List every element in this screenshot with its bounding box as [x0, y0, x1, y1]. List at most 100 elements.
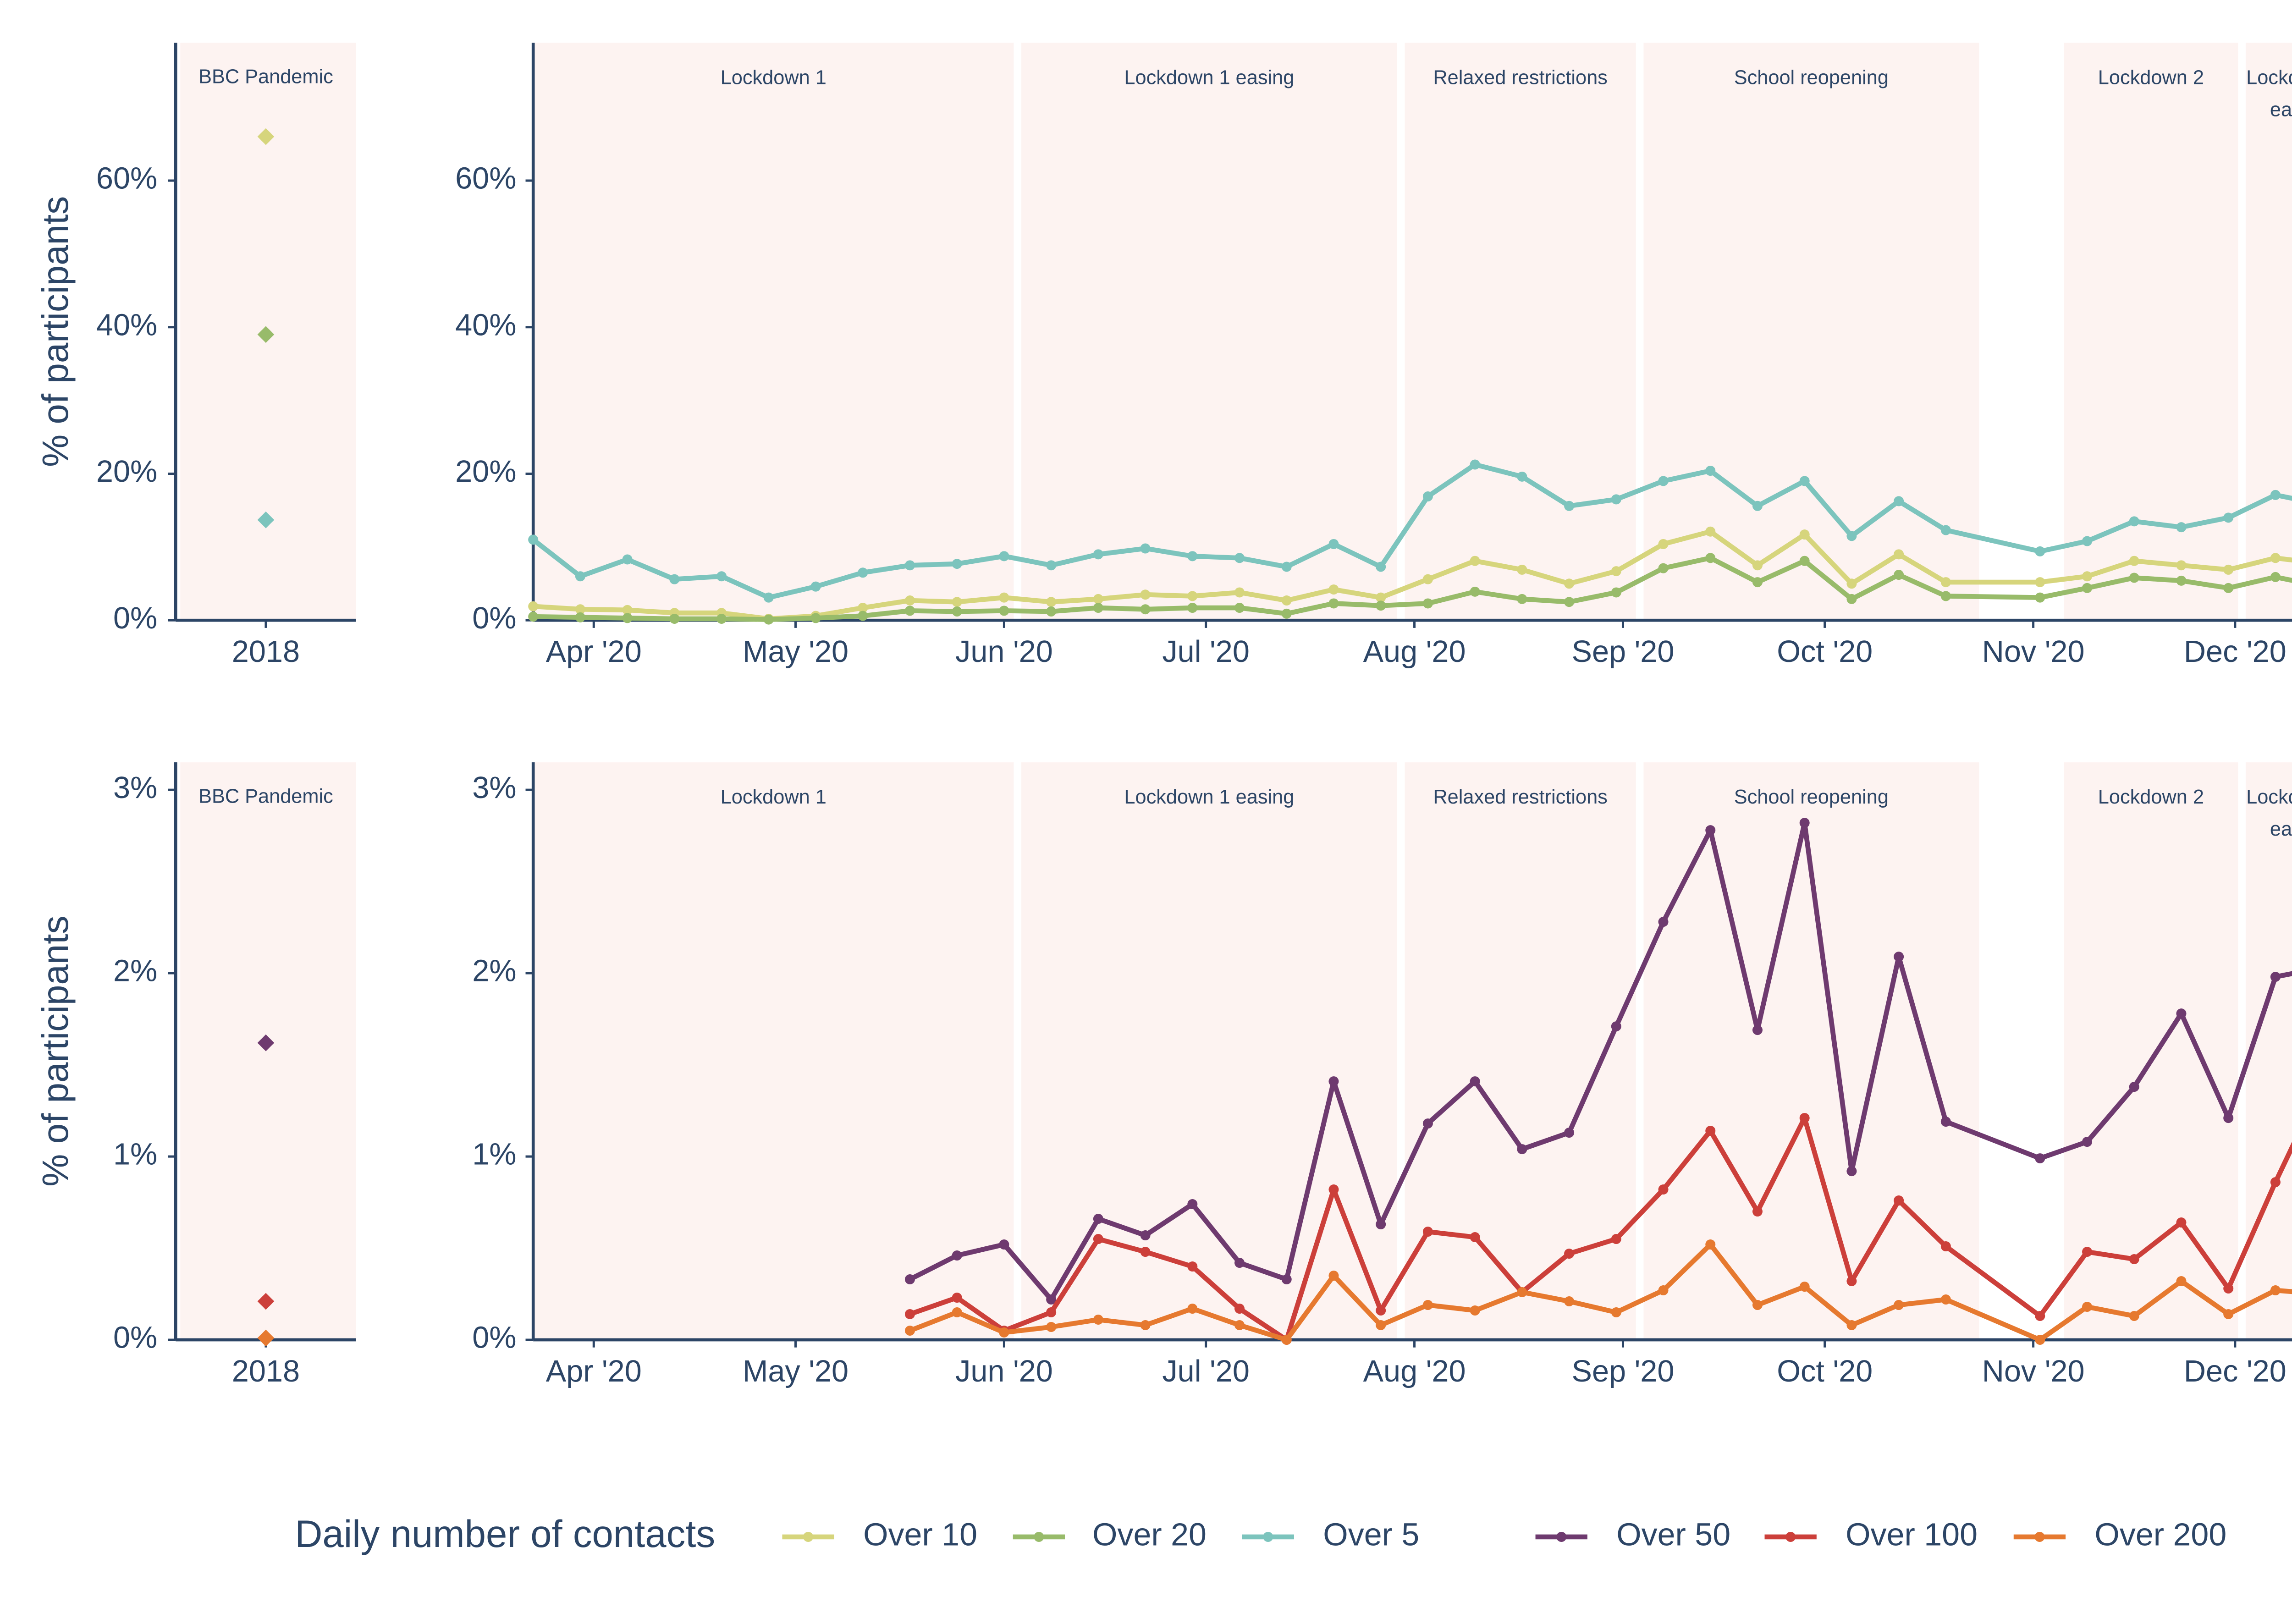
- series-point: [1328, 584, 1339, 595]
- series-point: [763, 592, 774, 603]
- series-point: [1799, 1113, 1810, 1123]
- period-label-box: Lockdown 1 easing: [1124, 66, 1295, 89]
- series-point: [1752, 1025, 1763, 1035]
- series-point: [2035, 1311, 2045, 1321]
- series-line: [533, 555, 2292, 622]
- series-point: [2082, 1247, 2093, 1257]
- x-tick-label: Nov '20: [1982, 1354, 2085, 1388]
- series-point: [1611, 1234, 1621, 1244]
- series-point: [2223, 1309, 2234, 1320]
- series-point: [1093, 594, 1103, 604]
- period-label: Lockdown 1: [720, 785, 826, 809]
- series-point: [1328, 539, 1339, 549]
- series-point: [1894, 549, 1904, 560]
- series-point: [716, 571, 727, 582]
- series-point: [2223, 564, 2234, 575]
- period-label-box: Relaxed restrictions: [1433, 66, 1608, 89]
- series-point: [2129, 1254, 2139, 1265]
- series-point: [2129, 516, 2139, 527]
- series-point: [1564, 597, 1575, 607]
- series-point: [1281, 562, 1292, 572]
- series-point: [1799, 1282, 1810, 1292]
- series-point: [1940, 577, 1951, 588]
- legend-label: Over 5: [1323, 1516, 1419, 1552]
- period-label: Lockdown 1 easing: [1124, 66, 1295, 89]
- y-tick-label: 3%: [113, 771, 157, 805]
- series-point: [952, 606, 962, 617]
- series-point: [1940, 1294, 1951, 1305]
- series-point: [1799, 529, 1810, 540]
- series-point: [1846, 578, 1857, 589]
- series-point: [1470, 459, 1480, 470]
- series-point: [2082, 1137, 2093, 1147]
- series-point: [1658, 539, 1669, 549]
- series-point: [1517, 564, 1527, 575]
- series-point: [952, 1250, 962, 1261]
- series-point: [1705, 1239, 1716, 1250]
- series-point: [716, 614, 727, 624]
- series-point: [1517, 471, 1527, 482]
- series-point: [1940, 525, 1951, 535]
- series-point: [2176, 1276, 2187, 1287]
- series-point: [2035, 1153, 2045, 1164]
- series-point: [1234, 1304, 1245, 1314]
- series-point: [1846, 594, 1857, 604]
- series-point: [1093, 603, 1103, 613]
- series-point: [1470, 556, 1480, 566]
- x-tick-label: Sep '20: [1572, 1354, 1675, 1388]
- series-point: [1846, 1276, 1857, 1287]
- series-point: [1611, 587, 1621, 598]
- series-point: [1752, 577, 1763, 588]
- period-label-box: Lockdown 1: [720, 785, 826, 809]
- series-point: [1422, 1118, 1433, 1129]
- y-tick-label: 2%: [472, 954, 516, 988]
- period-label-box: School reopening: [1734, 785, 1889, 808]
- series-point: [1470, 1076, 1480, 1087]
- series-point: [904, 560, 915, 571]
- series-point: [1422, 491, 1433, 502]
- x-tick-label: Jun '20: [955, 1354, 1053, 1388]
- series-point: [1658, 476, 1669, 486]
- x-tick-label: May '20: [743, 1354, 848, 1388]
- reference-label: BBC Pandemic: [198, 785, 333, 807]
- legend-swatch-point: [1556, 1531, 1567, 1542]
- series-point: [1187, 1304, 1198, 1314]
- series-point: [1752, 501, 1763, 511]
- y-tick-label: 20%: [455, 455, 516, 489]
- series-point: [1234, 1258, 1245, 1268]
- series-point: [1705, 1126, 1716, 1136]
- series-point: [2270, 972, 2281, 982]
- series-point: [1564, 1249, 1575, 1259]
- series-point: [669, 574, 680, 584]
- x-tick-label: Oct '20: [1777, 635, 1873, 669]
- series-point: [1611, 1307, 1621, 1318]
- series-point: [1846, 531, 1857, 541]
- x-tick-label: Jul '20: [1162, 1354, 1250, 1388]
- series-point: [1564, 1128, 1575, 1138]
- reference-label: BBC Pandemic: [198, 66, 333, 88]
- series-point: [904, 1309, 915, 1320]
- series-point: [952, 597, 962, 607]
- period-label: Relaxed restrictions: [1433, 66, 1608, 89]
- series-point: [528, 611, 539, 622]
- legend-swatch-point: [1034, 1531, 1044, 1542]
- y-tick-label: 0%: [472, 1321, 516, 1355]
- series-point: [1752, 1206, 1763, 1217]
- y-tick-label: 3%: [472, 771, 516, 805]
- series-point: [1187, 603, 1198, 613]
- x-tick-label: Apr '20: [546, 635, 642, 669]
- series-point: [1611, 1021, 1621, 1032]
- series-point: [2223, 1283, 2234, 1294]
- series-point: [1658, 917, 1669, 927]
- series-point: [2035, 546, 2045, 556]
- series-point: [1140, 1247, 1151, 1257]
- series-point: [1046, 597, 1057, 607]
- series-point: [810, 581, 821, 592]
- x-tick-label: 2018: [232, 635, 300, 669]
- series-point: [1894, 952, 1904, 962]
- series-point: [575, 612, 585, 622]
- series-point: [1281, 595, 1292, 606]
- x-tick-label: Dec '20: [2184, 635, 2286, 669]
- series-point: [1517, 1144, 1527, 1155]
